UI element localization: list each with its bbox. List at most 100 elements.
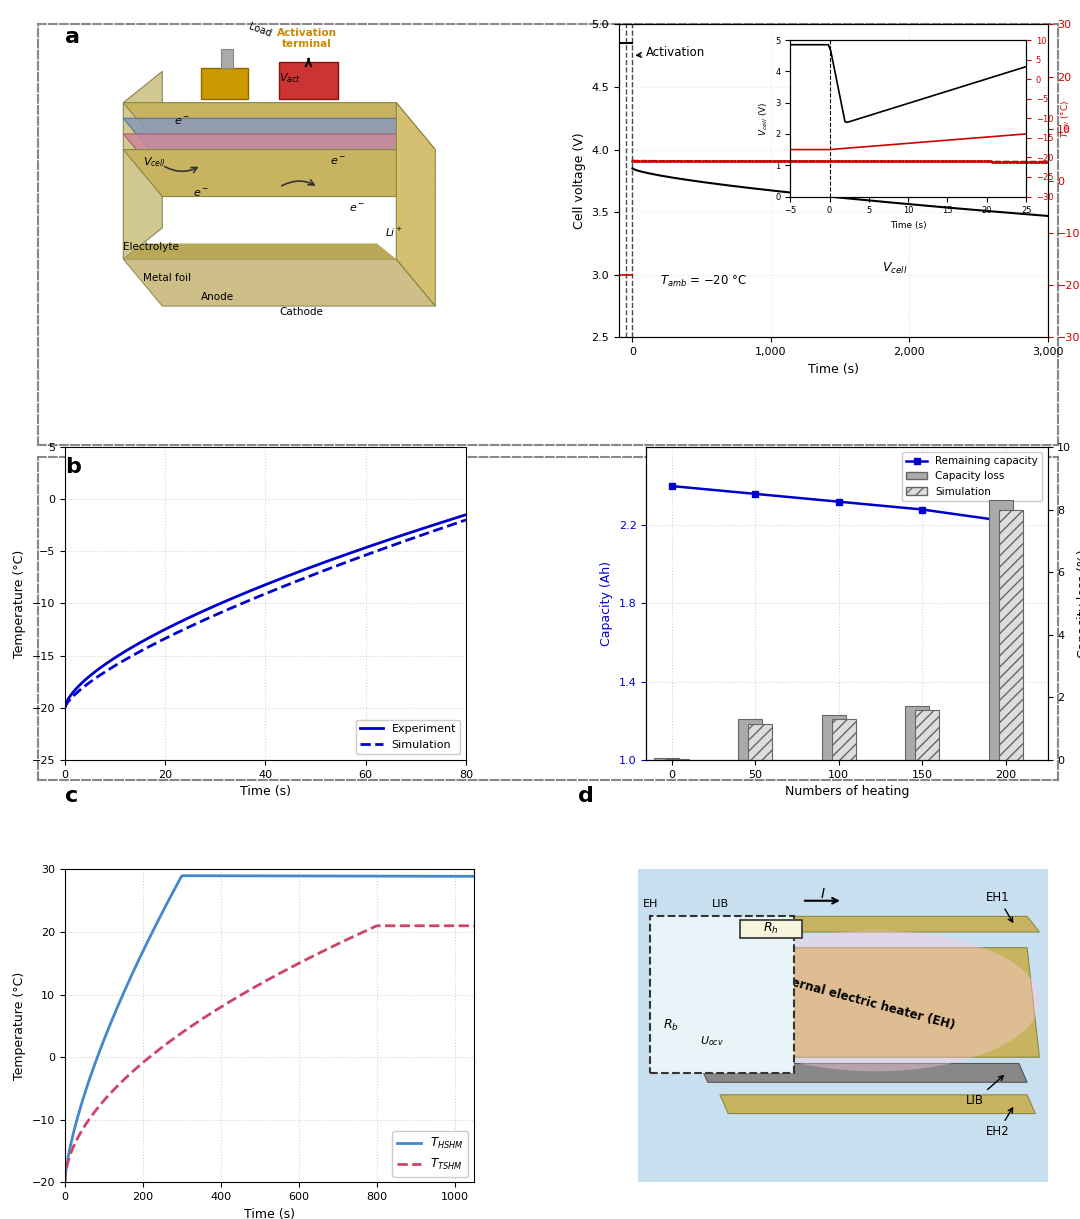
Legend: Remaining capacity, Capacity loss, Simulation: Remaining capacity, Capacity loss, Simul… (902, 452, 1042, 501)
Text: LIB: LIB (966, 1075, 1003, 1107)
Simulation (58, 701, 71, 716)
Polygon shape (123, 244, 396, 260)
Polygon shape (123, 118, 435, 166)
Legend: Experiment, Simulation: Experiment, Simulation (356, 720, 460, 755)
Experiment (133, 636, 146, 651)
Y-axis label: $T_{cell}$ (°C): $T_{cell}$ (°C) (1059, 99, 1071, 138)
Remaining capacity (916, 502, 929, 517)
Remaining capacity (748, 486, 761, 501)
$T_{TSHM}$ (468, 918, 481, 933)
Text: Activation
terminal: Activation terminal (276, 28, 337, 50)
Bar (664, 758, 689, 759)
Text: d: d (578, 786, 594, 806)
Text: EH: EH (643, 898, 658, 909)
Ellipse shape (712, 930, 1039, 1072)
Text: Anode: Anode (201, 291, 234, 302)
Bar (822, 714, 846, 759)
Bar (738, 719, 762, 759)
Polygon shape (123, 102, 435, 150)
$T_{TSHM}$ (280, 963, 293, 978)
Polygon shape (123, 134, 435, 180)
Bar (999, 510, 1023, 759)
Text: $U_{ocv}$: $U_{ocv}$ (700, 1035, 724, 1048)
Bar (654, 758, 678, 759)
Experiment (459, 507, 472, 522)
Text: $e^-$: $e^-$ (329, 156, 346, 167)
Polygon shape (741, 917, 1039, 933)
Bar (905, 706, 929, 759)
Experiment (440, 513, 453, 528)
Polygon shape (123, 72, 162, 260)
$T_{HSHM}$ (459, 869, 472, 884)
Remaining capacity (833, 495, 846, 510)
Y-axis label: Temperature (°C): Temperature (°C) (13, 972, 26, 1080)
X-axis label: Time (s): Time (s) (808, 362, 859, 375)
Experiment (165, 619, 178, 634)
Text: EH1: EH1 (986, 891, 1013, 922)
Line: $T_{TSHM}$: $T_{TSHM}$ (65, 925, 474, 1182)
Text: $R_b$: $R_b$ (663, 1018, 678, 1034)
Bar (741, 919, 801, 939)
Text: EH2: EH2 (986, 1108, 1013, 1139)
Text: Cathode: Cathode (280, 307, 323, 317)
Simulation (165, 628, 178, 642)
Y-axis label: Capacity loss (%): Capacity loss (%) (1077, 549, 1080, 658)
Line: Experiment: Experiment (65, 514, 465, 708)
Text: $T_{amb}$ = −20 °C: $T_{amb}$ = −20 °C (660, 274, 747, 289)
Text: $e^-$: $e^-$ (193, 188, 210, 199)
Text: Load: Load (247, 22, 272, 39)
Text: External electric heater (EH): External electric heater (EH) (770, 970, 957, 1031)
Text: $T_{cell}$: $T_{cell}$ (840, 119, 865, 135)
$T_{TSHM}$ (395, 918, 408, 933)
X-axis label: Numbers of heating: Numbers of heating (785, 785, 909, 798)
$T_{HSHM}$ (254, 869, 267, 884)
$T_{TSHM}$ (253, 978, 266, 992)
Simulation (459, 513, 472, 528)
Text: $I$: $I$ (820, 887, 825, 902)
X-axis label: Time (s): Time (s) (240, 785, 291, 798)
$T_{TSHM}$ (58, 1175, 71, 1190)
$T_{TSHM}$ (255, 976, 268, 991)
Bar (201, 68, 248, 100)
Text: b: b (65, 457, 81, 477)
Simulation (426, 524, 438, 539)
$T_{TSHM}$ (459, 918, 472, 933)
Line: Remaining capacity: Remaining capacity (669, 483, 1010, 524)
Y-axis label: Capacity (Ah): Capacity (Ah) (600, 561, 613, 646)
$T_{HSHM}$ (281, 869, 294, 884)
Text: LIB: LIB (712, 898, 729, 909)
Text: Metal foil: Metal foil (143, 273, 191, 283)
$T_{HSHM}$ (58, 1175, 71, 1190)
Simulation (82, 675, 95, 690)
Y-axis label: Temperature (°C): Temperature (°C) (13, 550, 26, 657)
Text: $V_{cell}$: $V_{cell}$ (881, 261, 907, 277)
Y-axis label: Cell voltage (V): Cell voltage (V) (572, 133, 585, 229)
Simulation (440, 519, 453, 534)
Text: $V_{cell}$: $V_{cell}$ (143, 155, 165, 169)
Text: Electrolyte: Electrolyte (123, 241, 179, 252)
Legend: $T_{HSHM}$, $T_{TSHM}$: $T_{HSHM}$, $T_{TSHM}$ (392, 1131, 469, 1176)
Line: Simulation: Simulation (65, 521, 465, 708)
Remaining capacity (999, 514, 1012, 529)
X-axis label: Time (s): Time (s) (244, 1208, 295, 1219)
$T_{HSHM}$ (176, 868, 189, 883)
Remaining capacity (665, 479, 678, 494)
Polygon shape (700, 1063, 1027, 1082)
Bar (280, 62, 338, 100)
Text: $R_h$: $R_h$ (764, 922, 779, 936)
Polygon shape (396, 102, 435, 306)
Text: a: a (65, 27, 80, 46)
Experiment (58, 701, 71, 716)
Experiment (82, 669, 95, 684)
Bar (989, 500, 1013, 759)
Experiment (426, 518, 438, 533)
Text: $Li^+$: $Li^+$ (384, 226, 403, 239)
Bar (748, 724, 772, 759)
Text: $e^-$: $e^-$ (174, 116, 190, 127)
Text: $e^-$: $e^-$ (349, 204, 365, 215)
Polygon shape (123, 260, 435, 306)
Line: $T_{HSHM}$: $T_{HSHM}$ (65, 875, 474, 1182)
$T_{HSHM}$ (468, 869, 481, 884)
$T_{TSHM}$ (372, 918, 384, 933)
Text: Activation: Activation (637, 45, 705, 59)
